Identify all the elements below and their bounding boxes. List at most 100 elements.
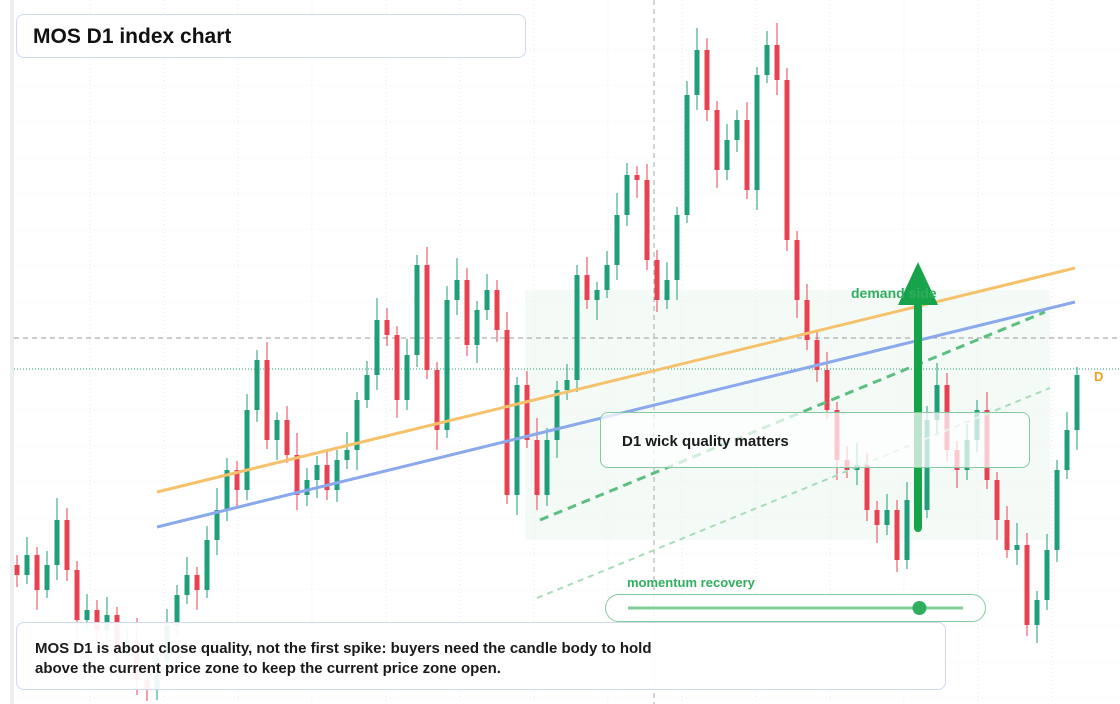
slider-knob[interactable] [912,601,927,615]
candle-body [574,275,580,380]
candle-body [194,575,200,590]
candle-body [594,290,600,300]
candle-body [264,360,270,440]
candle-body [1024,545,1030,625]
candle-body [644,180,650,260]
wick-callout: D1 wick quality matters [600,412,1030,468]
candle-body [334,460,340,490]
candle-body [534,440,540,495]
candle-body [1074,375,1080,430]
marker-label: D [1094,369,1104,384]
candle-body [24,555,30,575]
candle-body [14,565,20,575]
candle-body [504,330,510,495]
candle-body [414,265,420,355]
arrow-head [898,262,938,305]
candle-body [494,290,500,330]
note-box: MOS D1 is about close quality, not the f… [16,622,946,690]
candle-body [454,280,460,300]
slider-graphic [628,601,963,615]
chart-title: MOS D1 index chart [33,25,232,48]
candle-body [694,50,700,95]
momentum-slider[interactable] [605,594,986,622]
candle-body [374,320,380,375]
candle-body [444,300,450,430]
candle-body [34,555,40,590]
candle-body [224,470,230,510]
candle-body [384,320,390,335]
candle-body [654,260,660,300]
candle-body [1054,470,1060,550]
candle-body [754,75,760,190]
candle-body [44,565,50,590]
candle-body [524,385,530,440]
candle-body [814,340,820,370]
candle-body [184,575,190,595]
candle-body [884,510,890,525]
candle-body [724,140,730,170]
candle-body [734,120,740,140]
candle-body [424,265,430,370]
candle-body [64,520,70,570]
candle-body [674,215,680,280]
candle-body [464,280,470,345]
candle-body [614,215,620,265]
candle-body [1044,550,1050,600]
candle-body [564,380,570,390]
candle-body [474,310,480,345]
candle-body [824,370,830,410]
candle-body [904,500,910,560]
candle-body [234,470,240,490]
candle-body [354,400,360,450]
candle-body [874,510,880,525]
candle-body [74,570,80,620]
candle-body [244,410,250,490]
candle-body [274,420,280,440]
candle-body [284,420,290,455]
left-edge [10,0,14,704]
candle-body [1064,430,1070,470]
candle-body [764,45,770,75]
candle-body [304,480,310,495]
candle-body [174,595,180,625]
candle-body [544,440,550,495]
candle-body [744,120,750,190]
candle-body [934,385,940,420]
candle-body [774,45,780,80]
candle-body [804,300,810,340]
candle-body [584,275,590,300]
candle-body [864,465,870,510]
candle-body [604,265,610,290]
candle-body [214,510,220,540]
candle-body [484,290,490,310]
candle-body [364,375,370,400]
candle-body [894,510,900,560]
channel-line-lower [536,387,1051,599]
candle-body [434,370,440,430]
candle-body [94,610,100,630]
candle-body [624,175,630,215]
candle-body [554,390,560,440]
candle-body [54,520,60,565]
momentum-label: momentum recovery [627,575,755,590]
title-box: MOS D1 index chart [16,14,526,58]
candle-body [404,355,410,400]
candle-body [394,335,400,400]
candle-body [704,50,710,110]
candle-body [714,110,720,170]
candle-body [664,280,670,300]
candle-body [994,480,1000,520]
candle-body [794,240,800,300]
candle-body [254,360,260,410]
candle-body [314,465,320,480]
candle-body [784,80,790,240]
candle-body [684,95,690,215]
candle-body [294,455,300,495]
candle-body [1004,520,1010,550]
candle-body [204,540,210,590]
candle-body [1034,600,1040,625]
candle-body [634,175,640,180]
candle-body [324,465,330,490]
candle-body [344,450,350,460]
